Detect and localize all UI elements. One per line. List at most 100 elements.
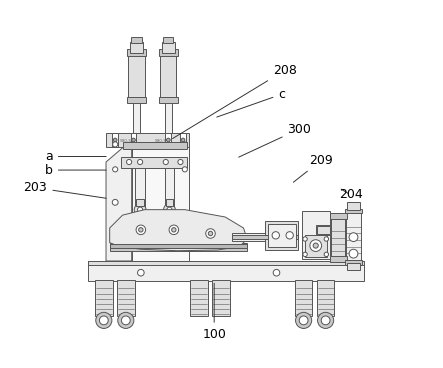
Bar [136, 166, 145, 210]
Bar [95, 280, 113, 316]
Bar [166, 199, 173, 206]
Bar [130, 42, 143, 53]
Text: S90-S: S90-S [154, 139, 166, 143]
Circle shape [349, 249, 358, 258]
Bar [347, 263, 360, 270]
Bar [110, 244, 247, 248]
Circle shape [163, 204, 175, 216]
Bar [302, 212, 330, 259]
Circle shape [349, 233, 358, 241]
Bar [127, 49, 146, 56]
Bar [233, 233, 299, 241]
Circle shape [171, 228, 176, 232]
Bar [128, 52, 144, 103]
Bar [120, 156, 187, 167]
Text: 208: 208 [172, 64, 297, 139]
Circle shape [273, 269, 280, 276]
Bar [117, 280, 135, 316]
Bar [106, 133, 189, 147]
Circle shape [206, 229, 215, 238]
Bar [110, 243, 247, 251]
Circle shape [310, 240, 322, 251]
Bar [132, 136, 189, 261]
Circle shape [321, 316, 330, 325]
Bar [295, 280, 312, 316]
Bar [159, 49, 178, 56]
Text: c: c [217, 88, 285, 117]
Circle shape [113, 167, 118, 172]
Bar [330, 213, 347, 219]
Circle shape [169, 225, 179, 234]
Circle shape [113, 142, 118, 147]
Circle shape [295, 312, 312, 329]
Bar [112, 134, 118, 146]
Bar [131, 38, 142, 43]
Bar [127, 97, 146, 103]
Circle shape [324, 252, 329, 256]
Circle shape [163, 159, 168, 164]
Circle shape [182, 167, 187, 172]
Circle shape [96, 312, 112, 329]
Circle shape [113, 138, 117, 142]
Bar [346, 210, 361, 265]
Bar [305, 234, 327, 256]
Circle shape [286, 232, 293, 239]
Bar [317, 226, 330, 234]
Bar [180, 134, 186, 146]
Bar [347, 202, 360, 210]
Circle shape [299, 316, 308, 325]
Circle shape [272, 232, 280, 239]
Bar [165, 103, 172, 133]
Circle shape [167, 138, 170, 142]
Circle shape [99, 316, 108, 325]
Text: 209: 209 [293, 154, 333, 182]
Circle shape [181, 138, 185, 142]
Bar [162, 42, 175, 53]
Bar [163, 38, 174, 43]
Text: 203: 203 [23, 181, 106, 198]
Bar [123, 142, 187, 149]
Circle shape [121, 316, 130, 325]
Polygon shape [110, 210, 247, 251]
Bar [190, 280, 208, 316]
Bar [317, 280, 334, 316]
Bar [265, 221, 299, 250]
Bar [165, 166, 174, 210]
Circle shape [112, 199, 118, 205]
Bar [268, 224, 295, 247]
Text: S90-S: S90-S [120, 139, 132, 143]
Circle shape [303, 252, 307, 256]
Circle shape [313, 243, 318, 248]
Bar [88, 261, 365, 265]
Circle shape [178, 159, 183, 164]
Bar [159, 97, 178, 103]
Bar [345, 260, 362, 265]
Bar [331, 216, 346, 262]
Bar [131, 134, 136, 146]
Text: a: a [45, 150, 106, 163]
Circle shape [324, 237, 329, 241]
Bar [136, 199, 144, 206]
Circle shape [127, 159, 132, 164]
Bar [316, 225, 331, 235]
Circle shape [318, 312, 334, 329]
Bar [160, 52, 176, 103]
Bar [212, 280, 230, 316]
Polygon shape [106, 140, 132, 261]
Bar [165, 134, 171, 146]
Circle shape [139, 228, 143, 232]
Bar [345, 209, 362, 213]
Circle shape [137, 159, 143, 164]
Text: 204: 204 [339, 188, 362, 202]
Bar [88, 261, 365, 281]
Text: 100: 100 [202, 283, 226, 341]
Circle shape [303, 237, 307, 241]
Circle shape [208, 231, 213, 236]
Circle shape [167, 207, 172, 212]
Circle shape [134, 204, 146, 216]
Bar [233, 235, 299, 239]
Bar [133, 103, 140, 133]
Circle shape [182, 142, 187, 147]
Bar [330, 256, 347, 262]
Text: b: b [45, 163, 106, 177]
